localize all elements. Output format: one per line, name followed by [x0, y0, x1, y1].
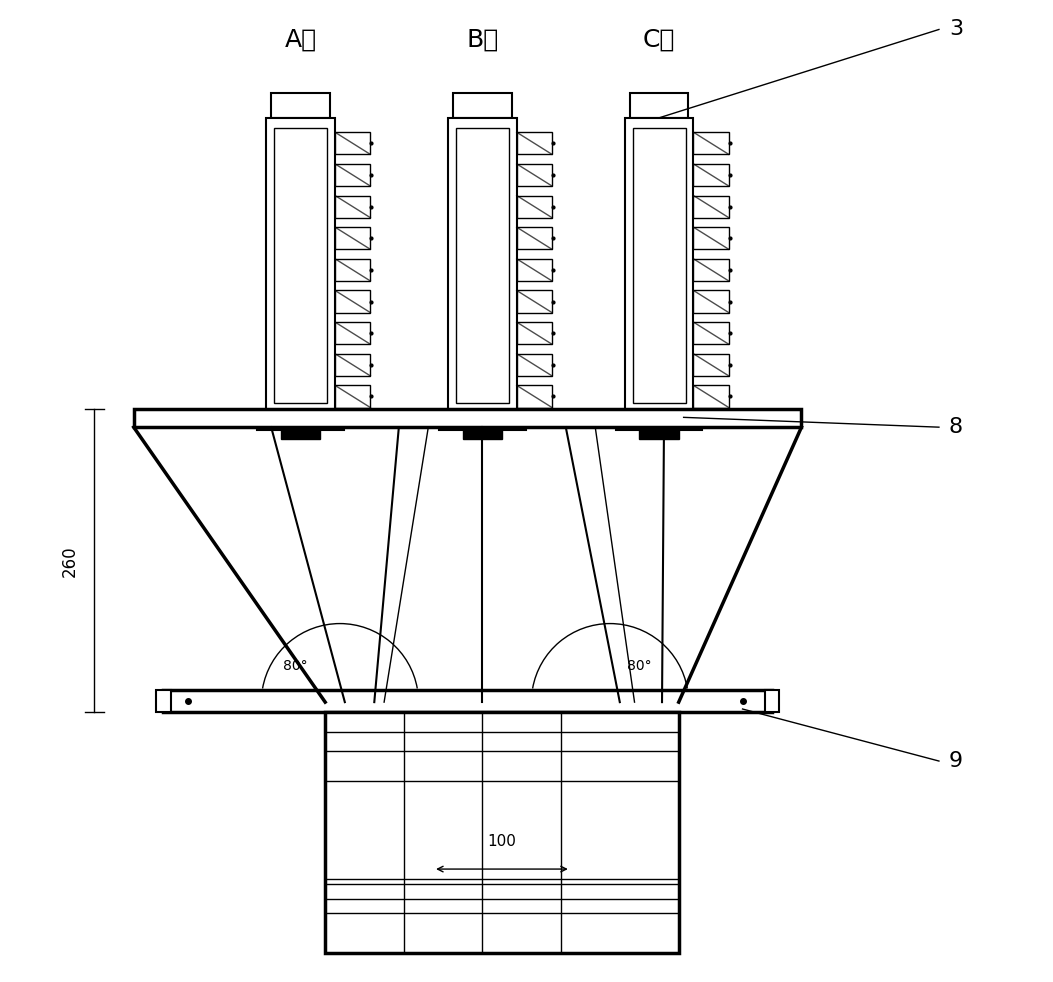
Bar [335, 259, 371, 281]
Bar [639, 427, 679, 439]
Text: 260: 260 [61, 545, 79, 576]
Bar [335, 195, 371, 218]
Bar [517, 133, 552, 154]
Bar [448, 118, 517, 412]
Text: 9: 9 [949, 751, 962, 771]
Bar [694, 195, 729, 218]
Bar [453, 93, 512, 118]
Bar [694, 291, 729, 312]
Bar [272, 93, 330, 118]
Bar [335, 291, 371, 312]
Text: C相: C相 [643, 27, 675, 51]
Bar [134, 409, 801, 427]
Bar [624, 118, 694, 412]
Bar [517, 227, 552, 249]
Bar [517, 354, 552, 376]
Bar [517, 322, 552, 345]
Bar [694, 385, 729, 408]
Bar [517, 259, 552, 281]
Text: 3: 3 [949, 20, 962, 39]
Bar [266, 118, 335, 412]
Bar [281, 427, 320, 439]
Bar [156, 690, 171, 712]
Text: 8: 8 [949, 417, 962, 437]
Bar [335, 385, 371, 408]
Bar [274, 128, 327, 403]
Bar [335, 164, 371, 186]
Bar [630, 93, 689, 118]
Text: 100: 100 [488, 835, 516, 849]
Bar [694, 133, 729, 154]
Bar [335, 354, 371, 376]
Bar [694, 322, 729, 345]
Text: B相: B相 [466, 27, 498, 51]
Bar [335, 227, 371, 249]
Bar [456, 128, 509, 403]
Bar [764, 690, 779, 712]
Text: A相: A相 [284, 27, 317, 51]
Bar [694, 354, 729, 376]
Bar [517, 385, 552, 408]
Bar [517, 291, 552, 312]
Bar [163, 690, 772, 712]
Bar [335, 322, 371, 345]
Bar [694, 259, 729, 281]
Bar [439, 412, 525, 430]
Bar [633, 128, 686, 403]
Bar [257, 412, 344, 430]
Bar [325, 712, 679, 953]
Bar [694, 164, 729, 186]
Bar [694, 227, 729, 249]
Bar [616, 412, 702, 430]
Text: 80°: 80° [628, 659, 652, 673]
Bar [335, 133, 371, 154]
Bar [517, 164, 552, 186]
Text: 80°: 80° [283, 659, 309, 673]
Bar [462, 427, 502, 439]
Bar [517, 195, 552, 218]
